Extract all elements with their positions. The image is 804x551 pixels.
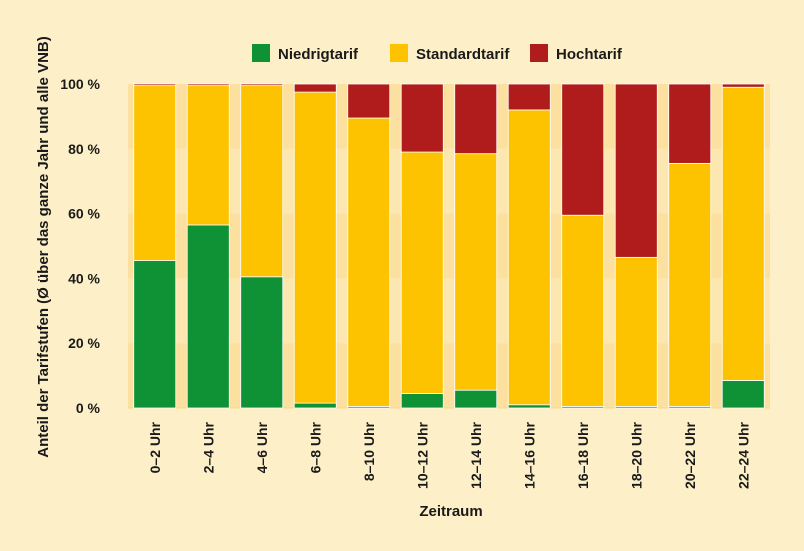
grid-bands (128, 84, 770, 409)
x-tick-label: 12–14 Uhr (468, 421, 484, 488)
bar-segment-niedrigtarif (721, 380, 765, 409)
y-tick-label: 20 % (68, 335, 100, 351)
legend-swatch-standardtarif (390, 44, 408, 62)
bar-segment-standardtarif (293, 91, 337, 404)
bar-segment-hochtarif (240, 83, 284, 87)
x-axis-title: Zeitraum (419, 503, 482, 520)
bar-segment-hochtarif (721, 83, 765, 88)
y-tick-label: 60 % (68, 206, 100, 222)
bar-segment-standardtarif (186, 85, 230, 226)
bar-segment-niedrigtarif (400, 393, 444, 409)
bar-segment-hochtarif (454, 83, 498, 155)
legend-label: Standardtarif (416, 46, 510, 63)
y-tick-label: 40 % (68, 270, 100, 286)
x-tick-label: 14–16 Uhr (521, 421, 537, 488)
grid-band (128, 278, 770, 344)
y-tick-label: 80 % (68, 141, 100, 157)
legend-swatch-hochtarif (530, 44, 548, 62)
x-tick-label: 10–12 Uhr (414, 421, 430, 488)
bar-segment-hochtarif (614, 83, 658, 258)
bar-segment-hochtarif (293, 83, 337, 93)
y-axis-title: Anteil der Tarifstufen (Ø über das ganze… (35, 36, 52, 457)
bar-segment-niedrigtarif (186, 224, 230, 409)
bar-segment-standardtarif (721, 86, 765, 381)
bar-segment-niedrigtarif (293, 402, 337, 409)
bars (133, 83, 765, 409)
bar-segment-hochtarif (400, 83, 444, 153)
bar-segment-hochtarif (186, 83, 230, 87)
bar-segment-standardtarif (561, 214, 605, 407)
x-tick-label: 16–18 Uhr (575, 421, 591, 488)
bar-segment-standardtarif (454, 153, 498, 391)
bar-segment-standardtarif (668, 162, 712, 407)
bar-segment-niedrigtarif (240, 276, 284, 409)
bar-segment-standardtarif (347, 117, 391, 407)
grid-band (128, 213, 770, 279)
legend-label: Hochtarif (556, 46, 623, 63)
bar-segment-standardtarif (133, 85, 177, 261)
bar-segment-hochtarif (133, 83, 177, 87)
bar-segment-hochtarif (347, 83, 391, 119)
bar-segment-standardtarif (614, 256, 658, 407)
legend-label: Niedrigtarif (278, 46, 359, 63)
bar-segment-hochtarif (507, 83, 551, 111)
bar-segment-niedrigtarif (507, 404, 551, 409)
x-tick-label: 8–10 Uhr (361, 421, 377, 481)
bar-segment-standardtarif (507, 109, 551, 406)
grid-band (128, 343, 770, 408)
x-tick-label: 20–22 Uhr (682, 421, 698, 488)
y-tick-label: 100 % (60, 76, 100, 92)
bar-segment-hochtarif (668, 83, 712, 164)
legend-swatch-niedrigtarif (252, 44, 270, 62)
x-tick-label: 22–24 Uhr (735, 421, 751, 488)
bar-segment-standardtarif (400, 151, 444, 394)
bar-segment-niedrigtarif (454, 389, 498, 409)
y-axis-ticks: 0 % 20 % 40 % 60 % 80 % 100 % (60, 76, 100, 416)
x-tick-label: 18–20 Uhr (628, 421, 644, 488)
x-tick-label: 2–4 Uhr (200, 421, 216, 473)
x-axis-ticks: 0–2 Uhr 2–4 Uhr 4–6 Uhr 6–8 Uhr 8–10 Uhr 10–1… (147, 421, 752, 488)
bar-segment-hochtarif (561, 83, 605, 216)
x-tick-label: 4–6 Uhr (254, 421, 270, 473)
grid-band (128, 148, 770, 214)
grid-band (128, 84, 770, 149)
bar-segment-standardtarif (240, 85, 284, 278)
y-tick-label: 0 % (76, 400, 101, 416)
x-tick-label: 0–2 Uhr (147, 421, 163, 473)
bar-segment-niedrigtarif (133, 260, 177, 409)
legend: Niedrigtarif Standardtarif Hochtarif (252, 44, 623, 63)
x-tick-label: 6–8 Uhr (307, 421, 323, 473)
